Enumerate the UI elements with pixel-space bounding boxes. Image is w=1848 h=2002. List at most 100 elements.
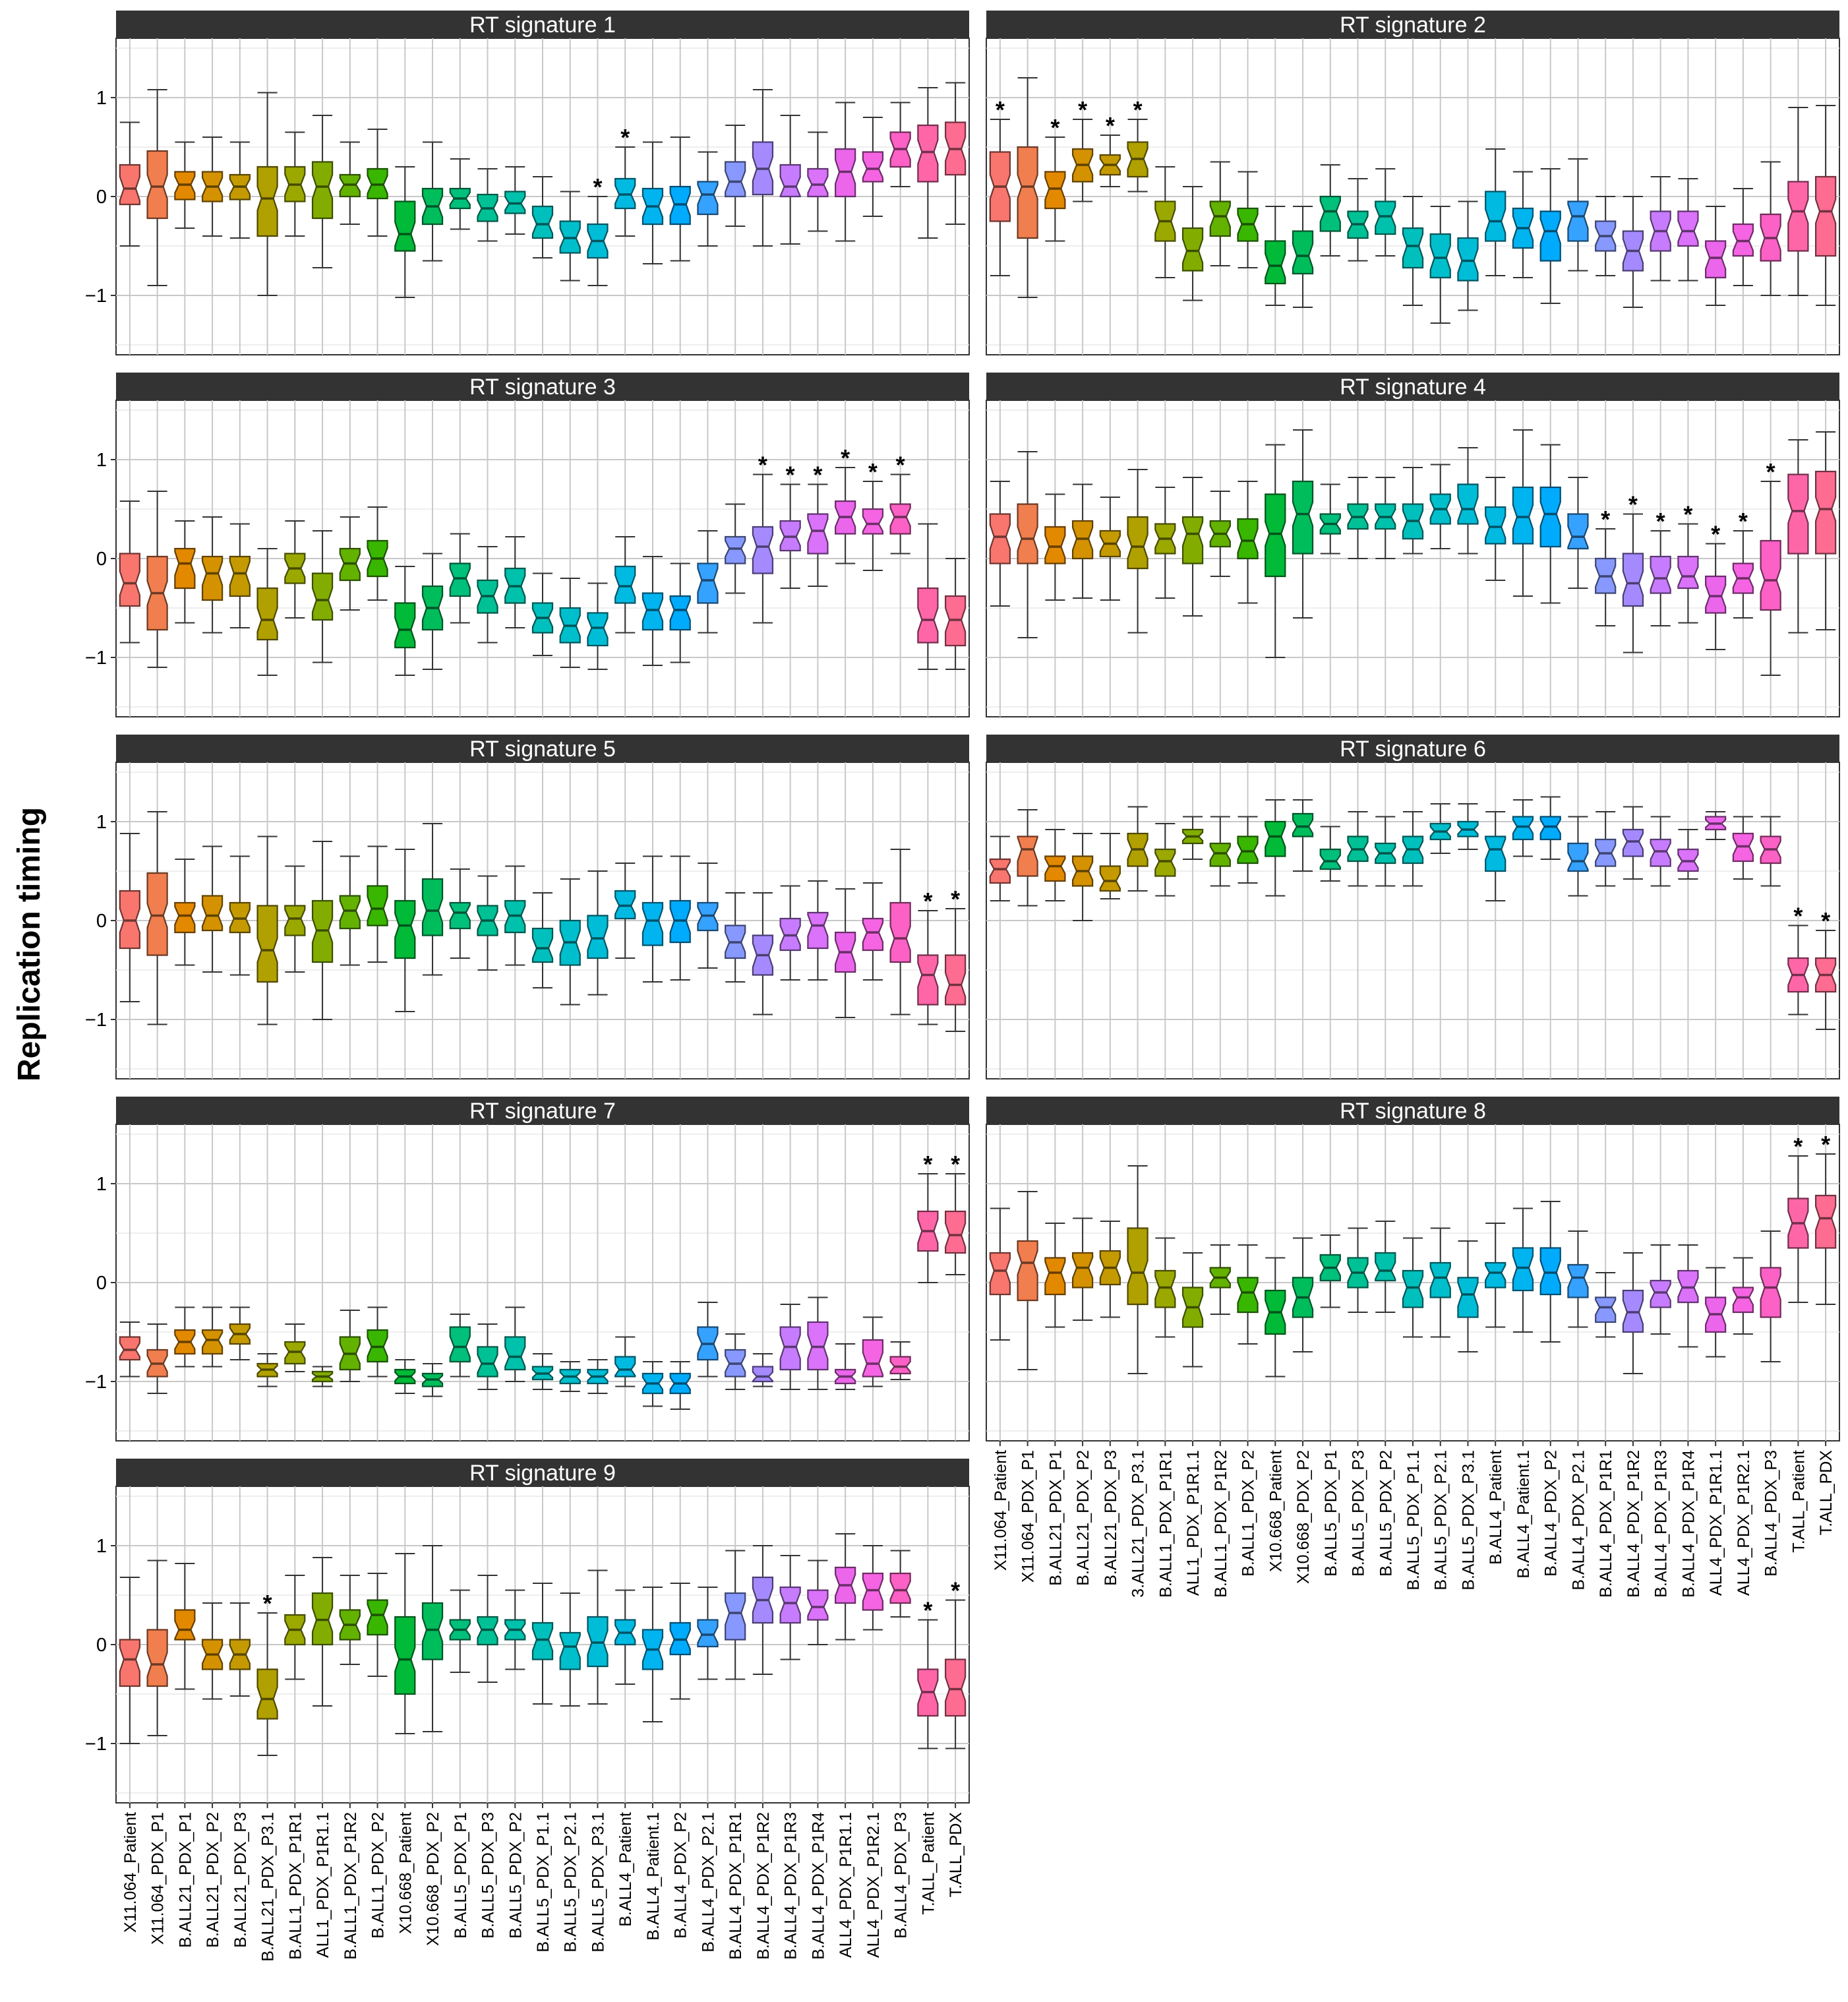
box-body xyxy=(1595,1296,1617,1323)
box-18 xyxy=(587,1569,609,1705)
boxplot-series: ** xyxy=(119,82,967,298)
box-body xyxy=(779,1586,801,1624)
box-body xyxy=(1237,1277,1259,1314)
box-4 xyxy=(1071,483,1094,599)
box-body xyxy=(752,1366,774,1383)
box-20 xyxy=(641,1587,664,1722)
y-tick-label: −1 xyxy=(85,648,107,669)
box-29 xyxy=(1760,816,1781,887)
box-15 xyxy=(1375,168,1396,257)
box-26: * xyxy=(1677,501,1699,624)
x-category-label: B.ALL5_PDX_P3 xyxy=(1350,1450,1368,1577)
box-20 xyxy=(641,556,664,666)
box-body xyxy=(587,612,609,647)
box-28 xyxy=(1732,1257,1754,1335)
facet-title: RT signature 8 xyxy=(1340,1099,1486,1124)
box-body xyxy=(1485,191,1506,242)
box-17 xyxy=(559,191,581,282)
y-tick-label: −1 xyxy=(85,1734,107,1755)
box-body xyxy=(862,508,884,535)
box-2 xyxy=(1017,1191,1038,1370)
box-23 xyxy=(725,503,746,594)
x-category-label: B.ALL4_PDX_P2.1 xyxy=(1569,1450,1588,1591)
y-tick-label: −1 xyxy=(85,1372,107,1393)
x-category-label: B.ALL5_PDX_P3.1 xyxy=(589,1812,607,1953)
box-body xyxy=(614,1356,636,1378)
y-tick-label: −1 xyxy=(85,286,107,307)
box-8 xyxy=(1181,477,1204,617)
box-30 xyxy=(917,87,939,239)
significance-star: * xyxy=(1106,112,1115,139)
box-13 xyxy=(449,158,471,230)
box-body xyxy=(1017,835,1038,877)
box-4 xyxy=(201,1306,224,1368)
box-8 xyxy=(311,841,334,1020)
significance-star: * xyxy=(841,444,850,471)
facet-title: RT signature 3 xyxy=(469,375,616,400)
facet-panel-8: RT signature 8* *X11.064_Patient X11.064_P… xyxy=(986,1097,1840,1598)
box-11 xyxy=(1265,799,1286,897)
box-body xyxy=(862,1572,884,1611)
box-27 xyxy=(835,102,856,242)
box-body xyxy=(1292,812,1314,837)
box-28 xyxy=(862,1316,884,1387)
box-15 xyxy=(504,1589,526,1670)
box-13 xyxy=(1319,826,1341,882)
box-7 xyxy=(1154,823,1176,897)
box-29 xyxy=(889,102,911,187)
box-15 xyxy=(504,536,526,628)
x-category-label: X10.668_Patient xyxy=(1267,1450,1285,1572)
box-15 xyxy=(1375,477,1396,559)
facet-strip xyxy=(986,373,1839,400)
box-body xyxy=(421,878,444,936)
facet-panel-6: RT signature 6* * xyxy=(986,735,1840,1079)
x-category-label: B.ALL1_PDX_P2 xyxy=(369,1812,388,1939)
box-6 xyxy=(1127,469,1148,634)
box-body xyxy=(1375,1252,1396,1282)
box-body xyxy=(889,1356,911,1375)
box-17 xyxy=(1429,803,1451,854)
box-body xyxy=(614,565,636,604)
significance-star: * xyxy=(1656,508,1665,535)
box-21 xyxy=(1539,1201,1561,1343)
box-body xyxy=(1567,513,1589,550)
box-9 xyxy=(1209,816,1231,887)
box-20 xyxy=(1512,429,1534,597)
box-22 xyxy=(1567,816,1589,897)
y-tick-label: 1 xyxy=(96,450,107,471)
box-body xyxy=(201,895,224,932)
box-9 xyxy=(1209,1244,1231,1315)
box-body xyxy=(1237,835,1259,864)
x-category-label: ALL4_PDX_P1R2.1 xyxy=(864,1812,883,1958)
box-2 xyxy=(146,491,168,668)
box-body xyxy=(889,901,911,963)
box-31 xyxy=(1815,105,1837,306)
box-10 xyxy=(1237,481,1259,604)
boxplot-series: ** xyxy=(119,811,967,1032)
box-10 xyxy=(1237,1244,1259,1345)
box-24: * xyxy=(1622,491,1644,653)
box-body xyxy=(449,901,471,930)
facet-strip xyxy=(116,11,969,38)
box-5 xyxy=(229,1306,251,1360)
box-25 xyxy=(779,1304,801,1390)
box-6 xyxy=(256,548,278,676)
box-9 xyxy=(339,1310,361,1382)
boxplot-series: * * * * * * xyxy=(119,444,967,676)
box-body xyxy=(945,1658,967,1717)
box-3 xyxy=(1044,493,1066,601)
box-1: * xyxy=(989,96,1011,276)
box-21 xyxy=(669,1583,691,1700)
x-category-label: B.ALL21_PDX_P3 xyxy=(1102,1450,1120,1586)
box-5 xyxy=(1099,833,1121,899)
x-category-label: B.ALL5_PDX_P3.1 xyxy=(1459,1450,1477,1591)
box-3 xyxy=(174,141,196,229)
x-category-label: B.ALL5_PDX_P2.1 xyxy=(562,1812,580,1953)
box-26 xyxy=(807,131,829,232)
box-body xyxy=(641,592,664,631)
box-body xyxy=(587,915,609,959)
box-13 xyxy=(449,868,471,959)
box-11 xyxy=(394,1553,416,1734)
box-body xyxy=(725,1592,746,1641)
box-body xyxy=(779,164,801,198)
